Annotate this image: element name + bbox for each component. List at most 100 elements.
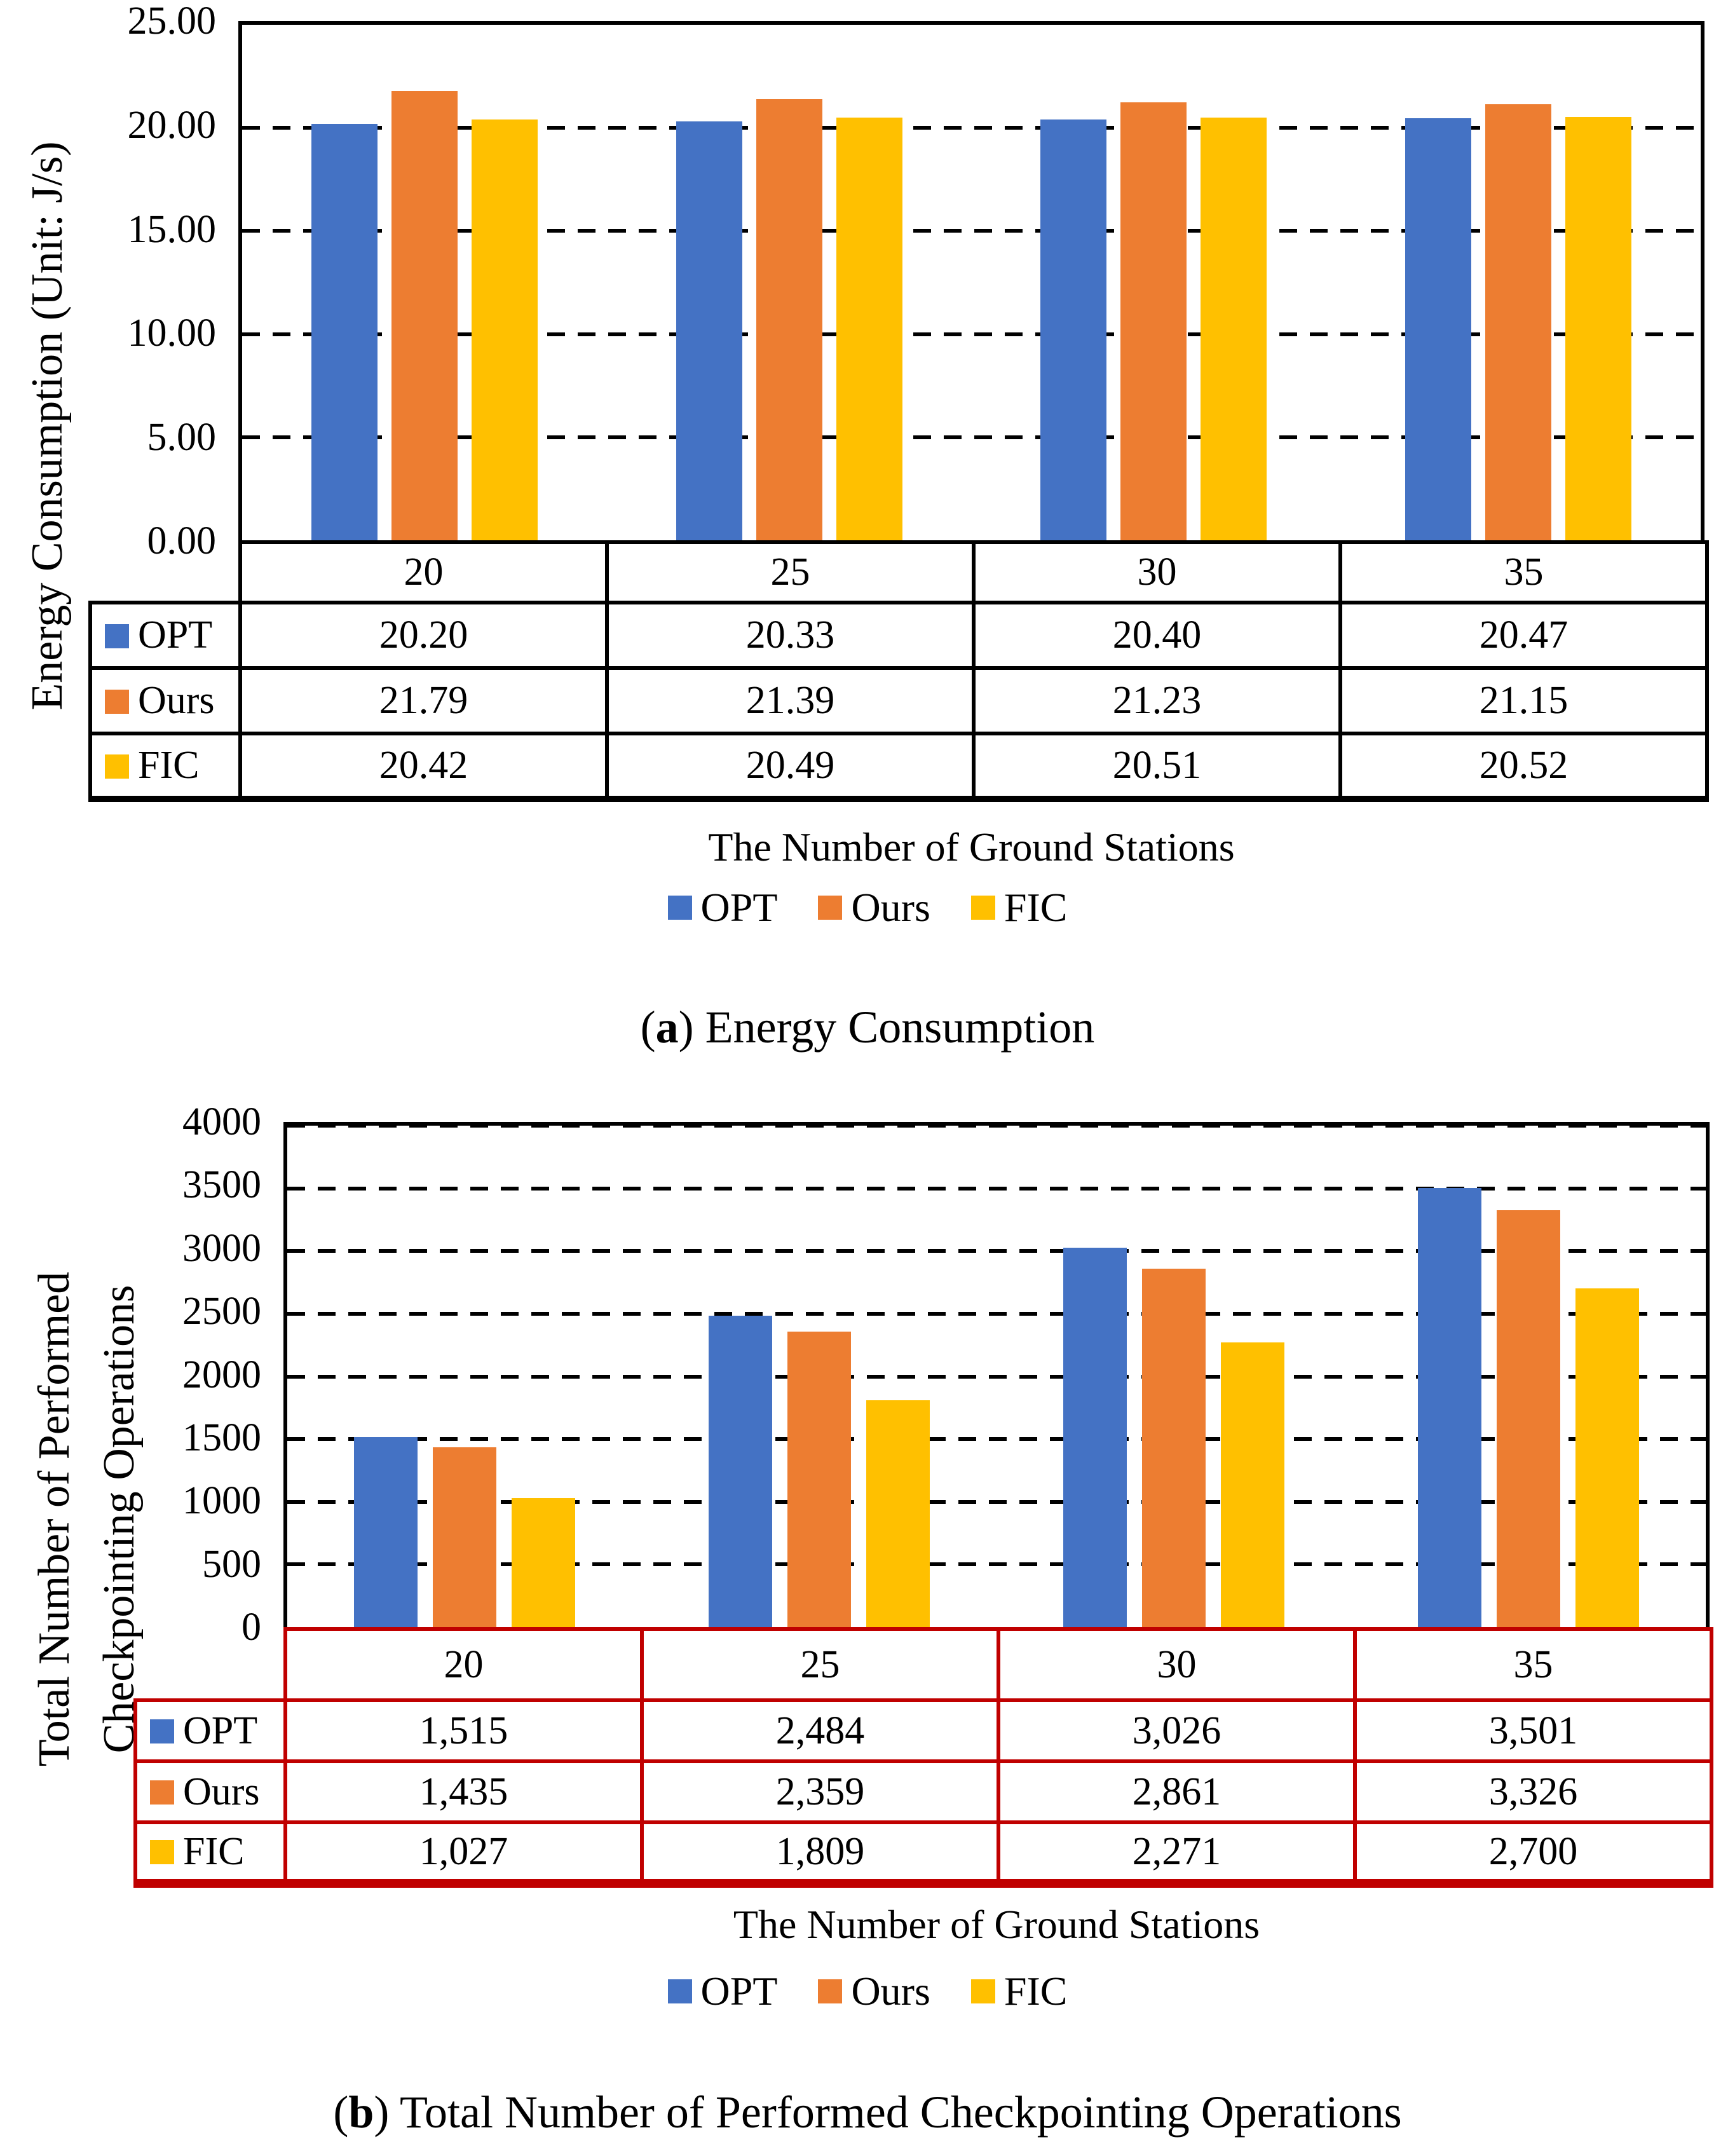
opt-swatch-icon — [667, 896, 692, 920]
value-cell: 20.51 — [972, 732, 1342, 802]
caption-text: ) Energy Consumption — [678, 1002, 1095, 1053]
value-cell: 3,026 — [997, 1698, 1357, 1763]
bar-ours-35 — [1485, 104, 1552, 540]
chart-a-y-tick: 10.00 — [127, 311, 217, 355]
table-row-label-opt: OPT — [133, 1698, 287, 1763]
chart-b-y-tick: 2000 — [182, 1353, 261, 1396]
legend-label: OPT — [700, 1968, 778, 2014]
caption-letter: b — [348, 2087, 374, 2138]
bar-group-25 — [642, 1126, 997, 1627]
chart-a-y-tick: 5.00 — [147, 416, 217, 459]
bar-fic-20 — [512, 1498, 575, 1627]
opt-swatch-icon — [150, 1719, 174, 1744]
category-cell: 25 — [605, 540, 976, 604]
fic-swatch-icon — [970, 896, 995, 920]
chart-a-row-ours: Ours 21.79 21.39 21.23 21.15 — [88, 666, 1709, 735]
opt-swatch-icon — [667, 1979, 692, 2003]
category-cell: 20 — [238, 540, 609, 604]
bar-ours-30 — [1142, 1268, 1206, 1627]
chart-b-caption: (b) Total Number of Performed Checkpoint… — [0, 2087, 1735, 2138]
table-corner-spacer — [90, 542, 240, 603]
chart-a-x-axis-title: The Number of Ground Stations — [708, 824, 1235, 870]
category-cell: 30 — [972, 540, 1342, 604]
ours-swatch-icon — [150, 1780, 174, 1805]
bar-opt-25 — [676, 121, 742, 540]
value-cell: 20.47 — [1338, 601, 1709, 670]
category-cell: 30 — [997, 1627, 1357, 1702]
chart-b-y-tick: 500 — [202, 1543, 261, 1586]
chart-a-row-opt: OPT 20.20 20.33 20.40 20.47 — [88, 601, 1709, 670]
chart-b-row-opt: OPT 1,515 2,484 3,026 3,501 — [133, 1698, 1713, 1763]
category-cell: 25 — [640, 1627, 1000, 1702]
chart-b-row-ours: Ours 1,435 2,359 2,861 3,326 — [133, 1759, 1713, 1824]
chart-a-y-tick: 20.00 — [127, 104, 217, 147]
series-label: OPT — [183, 1709, 258, 1752]
series-label: Ours — [138, 679, 215, 722]
bar-fic-25 — [866, 1400, 930, 1627]
bar-group-20 — [242, 25, 607, 540]
series-label: Ours — [183, 1770, 260, 1813]
chart-b-y-tick: 3000 — [182, 1227, 261, 1270]
chart-b-y-tick: 1500 — [182, 1416, 261, 1459]
chart-b-y-tick: 4000 — [182, 1100, 261, 1143]
legend-label: FIC — [1004, 1968, 1068, 2014]
legend-item-opt: OPT — [667, 1968, 778, 2014]
chart-b-x-axis-title: The Number of Ground Stations — [733, 1902, 1260, 1947]
value-cell: 21.15 — [1338, 666, 1709, 735]
chart-a-data-table: 20 25 30 35 OPT 20.20 20.33 20.40 20.47 … — [88, 540, 1709, 802]
value-cell: 1,809 — [640, 1820, 1000, 1888]
ours-swatch-icon — [818, 896, 843, 920]
chart-b-y-tick: 2500 — [182, 1290, 261, 1333]
table-corner-spacer — [135, 1629, 285, 1700]
chart-a-row-fic: FIC 20.42 20.49 20.51 20.52 — [88, 732, 1709, 802]
fic-swatch-icon — [105, 754, 129, 779]
bar-group-35 — [1336, 25, 1701, 540]
chart-b-y-tick: 1000 — [182, 1479, 261, 1522]
bar-fic-20 — [471, 119, 538, 540]
table-row-label-fic: FIC — [88, 732, 242, 802]
chart-a-category-row: 20 25 30 35 — [90, 540, 1709, 604]
category-cell: 20 — [283, 1627, 644, 1702]
chart-b-row-fic: FIC 1,027 1,809 2,271 2,700 — [133, 1820, 1713, 1888]
value-cell: 21.79 — [238, 666, 609, 735]
chart-a-y-tick: 15.00 — [127, 208, 217, 251]
value-cell: 20.20 — [238, 601, 609, 670]
chart-a-y-tick: 25.00 — [127, 0, 217, 43]
value-cell: 1,027 — [283, 1820, 644, 1888]
bar-ours-20 — [391, 91, 458, 540]
bar-ours-25 — [787, 1331, 851, 1627]
bar-group-30 — [997, 1126, 1351, 1627]
bar-fic-30 — [1221, 1342, 1284, 1627]
legend-label: Ours — [851, 885, 930, 930]
bar-group-20 — [287, 1126, 642, 1627]
legend-item-ours: Ours — [818, 1969, 930, 2014]
table-row-label-ours: Ours — [88, 666, 242, 735]
value-cell: 20.49 — [605, 732, 976, 802]
bar-opt-35 — [1405, 118, 1472, 540]
value-cell: 2,861 — [997, 1759, 1357, 1824]
value-cell: 20.42 — [238, 732, 609, 802]
table-row-label-ours: Ours — [133, 1759, 287, 1824]
value-cell: 20.40 — [972, 601, 1342, 670]
caption-paren: ( — [640, 1002, 656, 1053]
bar-ours-35 — [1497, 1210, 1560, 1627]
value-cell: 3,326 — [1353, 1759, 1713, 1824]
bar-opt-25 — [709, 1316, 772, 1627]
value-cell: 1,435 — [283, 1759, 644, 1824]
legend-item-ours: Ours — [818, 885, 930, 930]
bar-fic-35 — [1575, 1288, 1639, 1627]
ours-swatch-icon — [105, 689, 129, 714]
value-cell: 20.33 — [605, 601, 976, 670]
legend-item-fic: FIC — [970, 1968, 1068, 2014]
y-axis-title-line-1: Total Number of Performed — [30, 1271, 79, 1767]
value-cell: 2,700 — [1353, 1820, 1713, 1888]
bar-fic-35 — [1565, 117, 1632, 540]
bar-opt-35 — [1418, 1188, 1481, 1627]
chart-b-plot-area — [283, 1122, 1710, 1627]
bar-fic-25 — [836, 118, 902, 540]
bar-group-35 — [1351, 1126, 1706, 1627]
bar-group-30 — [972, 25, 1337, 540]
chart-b-category-row: 20 25 30 35 — [135, 1627, 1713, 1702]
caption-text: ) Total Number of Performed Checkpointin… — [374, 2087, 1402, 2138]
value-cell: 1,515 — [283, 1698, 644, 1763]
